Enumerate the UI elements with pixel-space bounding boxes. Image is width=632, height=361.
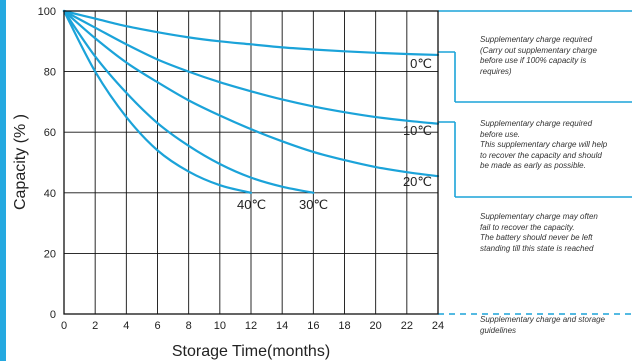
x-tick-label: 14: [276, 320, 288, 332]
y-tick-labels: 0 20 40 60 80 100: [38, 6, 56, 321]
curve-label-40c: 40℃: [237, 197, 266, 212]
curve-label-20c: 20℃: [403, 174, 432, 189]
curve-labels: 0℃ 10℃ 20℃ 30℃ 40℃: [237, 56, 432, 212]
plot-frame: [63, 10, 439, 315]
curves: [62, 9, 440, 194]
x-tick-label: 12: [245, 320, 257, 332]
curve-30c: [62, 9, 315, 194]
x-tick-label: 18: [338, 320, 350, 332]
x-tick-label: 20: [370, 320, 382, 332]
y-tick-label: 20: [44, 248, 56, 260]
x-tick-label: 24: [432, 320, 444, 332]
x-tick-label: 2: [92, 320, 98, 332]
x-tick-label: 22: [401, 320, 413, 332]
x-tick-label: 4: [123, 320, 129, 332]
note-guidelines: Supplementary charge and storage guideli…: [480, 315, 605, 335]
note-supplementary-required: Supplementary charge required (Carry out…: [480, 35, 597, 76]
curve-label-10c: 10℃: [403, 123, 432, 138]
x-tick-label: 8: [186, 320, 192, 332]
y-tick-label: 80: [44, 67, 56, 79]
grid: [63, 10, 439, 315]
curve-10c: [62, 9, 440, 125]
y-axis-title: Capacity (% ): [12, 114, 29, 210]
y-tick-label: 0: [50, 309, 56, 321]
note-may-fail: Supplementary charge may often fail to r…: [480, 212, 598, 253]
x-tick-label: 0: [61, 320, 67, 332]
x-tick-labels: 0 2 4 6 8 10 12 14 16 18 20 22 24: [61, 320, 444, 332]
y-tick-label: 40: [44, 188, 56, 200]
curve-20c: [62, 9, 440, 178]
curve-label-0c: 0℃: [410, 56, 432, 71]
x-tick-label: 6: [154, 320, 160, 332]
curve-40c: [62, 9, 253, 194]
y-tick-label: 100: [38, 6, 56, 18]
left-accent-bar: [0, 0, 6, 361]
x-axis-title: Storage Time(months): [172, 343, 330, 360]
note-recover-capacity: Supplementary charge required before use…: [480, 119, 608, 170]
y-tick-label: 60: [44, 127, 56, 139]
x-tick-label: 16: [307, 320, 319, 332]
region-brackets: [438, 10, 632, 315]
curve-0c: [62, 9, 440, 57]
curve-label-30c: 30℃: [299, 197, 328, 212]
x-tick-label: 10: [214, 320, 226, 332]
